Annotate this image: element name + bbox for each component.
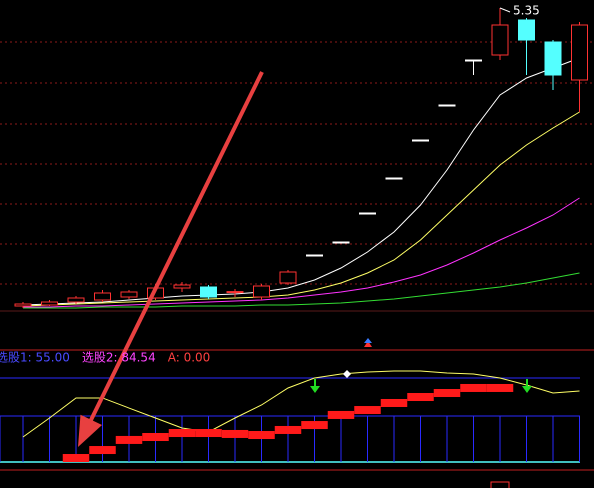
step-segment: [142, 433, 169, 442]
step-segment: [195, 429, 222, 438]
step-segment: [115, 435, 143, 444]
plot: [14, 8, 588, 463]
step-segment: [62, 454, 90, 463]
candle-body: [332, 241, 350, 244]
candle-body: [518, 19, 535, 41]
step-segment: [248, 431, 275, 440]
pointer-arrow: [78, 71, 264, 447]
candle-body: [465, 59, 482, 62]
step-segment: [486, 383, 514, 392]
annotation-leader: [499, 7, 511, 13]
step-segment: [460, 383, 487, 392]
candle-body: [306, 254, 323, 257]
candle-body: [226, 291, 244, 294]
signals: [310, 370, 532, 393]
candle-body: [385, 177, 403, 180]
candle-body: [279, 271, 297, 284]
candle-body: [253, 285, 270, 298]
candle-body: [94, 292, 111, 301]
candle-body: [438, 104, 456, 107]
marker: [364, 341, 372, 347]
candle-body: [491, 24, 509, 56]
candle-body: [412, 139, 429, 142]
step-segment: [274, 425, 302, 434]
step-segment: [89, 446, 116, 455]
price-annotation: 5.35: [513, 4, 540, 18]
step-segment: [433, 389, 461, 398]
indicator-bars: [0, 416, 580, 462]
candle-body: [41, 301, 58, 306]
step-segment: [380, 398, 408, 407]
step-segment: [168, 429, 196, 438]
marker: [490, 481, 510, 488]
moving-average: [23, 197, 580, 308]
candle-body: [14, 303, 32, 307]
grid: [0, 41, 594, 285]
indicator-frame: [0, 377, 580, 463]
indicator-label: 选股1: 55.00: [0, 351, 70, 365]
step-segment: [221, 429, 249, 438]
candle-body: [67, 297, 85, 303]
indicator-label: 选股2: 84.54: [82, 351, 156, 365]
indicator-line: [22, 370, 580, 438]
candle-body: [173, 284, 191, 289]
marker: [364, 338, 372, 343]
indicator-label: A: 0.00: [168, 351, 211, 365]
step-segment: [354, 406, 381, 415]
moving-average: [22, 111, 580, 307]
step-segment: [407, 393, 434, 402]
moving-average: [22, 57, 580, 306]
candle-body: [359, 212, 376, 215]
candle-body: [544, 41, 562, 76]
candle-body: [120, 291, 138, 298]
candle-body: [571, 24, 588, 81]
candle-body: [200, 286, 217, 298]
moving-average: [23, 272, 580, 309]
arrow-head: [310, 386, 320, 393]
arrow-head: [522, 386, 532, 393]
diamond: [343, 370, 351, 378]
step-segment: [301, 421, 328, 430]
step-segment: [327, 410, 355, 419]
arrow-head: [78, 414, 102, 447]
arrow-shaft: [88, 71, 264, 423]
